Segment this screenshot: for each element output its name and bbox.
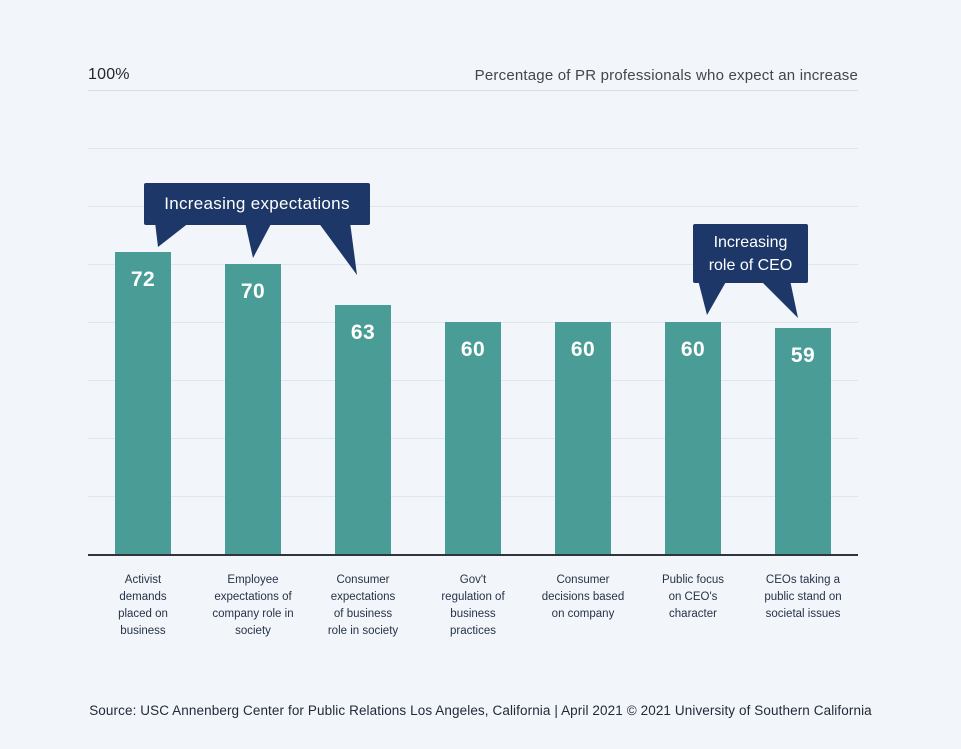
x-axis-label-2: Employee expectations of company role in… (212, 574, 294, 637)
callout-2-tail-right (760, 280, 798, 318)
gridline-70 (88, 264, 858, 265)
x-axis-label-6: Public focus on CEO's character (661, 574, 724, 620)
y-axis-max-label: 100% (88, 66, 130, 83)
source-attribution: Source: USC Annenberg Center for Public … (89, 703, 872, 718)
bar-value-3: 63 (350, 320, 376, 344)
bar-value-6: 60 (680, 338, 706, 361)
callout-1-tail-middle (245, 222, 272, 258)
bar-value-7: 59 (790, 343, 816, 367)
x-axis-line (88, 554, 858, 556)
header-divider (88, 90, 858, 91)
callout-1-tail-left (155, 222, 190, 247)
bar-value-4: 60 (460, 338, 486, 361)
annotation-increasing-expectations: Increasing expectations (144, 183, 370, 225)
bar-value-1: 72 (130, 268, 156, 292)
bar-3: 63 (335, 304, 391, 554)
bar-5: 60 (555, 322, 611, 554)
x-axis-label-5: Consumer decisions based on company (541, 574, 625, 620)
bar-chart: 72 70 63 60 60 60 59 Increasing expectations I… (88, 90, 858, 637)
gridline-90 (88, 148, 858, 149)
bar-7: 59 (775, 327, 831, 554)
x-axis-label-1: Activist demands placed on business (118, 574, 168, 637)
bar-value-5: 60 (570, 338, 596, 361)
gridline-80 (88, 206, 858, 207)
bar-6: 60 (665, 322, 721, 554)
bar-2: 70 (225, 264, 281, 554)
annotation-increasing-role-of-ceo: Increasing role of CEO (693, 224, 808, 283)
bar-1: 72 (115, 252, 171, 554)
bar-4: 60 (445, 322, 501, 554)
x-axis-label-7: CEOs taking a public stand on societal i… (764, 574, 842, 620)
callout-1-tail-right (318, 222, 357, 275)
x-axis-label-4: Gov't regulation of business practices (441, 574, 505, 637)
callout-2-tail-left (698, 280, 727, 315)
x-axis-label-3: Consumer expectations of business role i… (327, 574, 399, 637)
bar-value-2: 70 (240, 280, 266, 303)
chart-title: Percentage of PR professionals who expec… (474, 67, 858, 84)
